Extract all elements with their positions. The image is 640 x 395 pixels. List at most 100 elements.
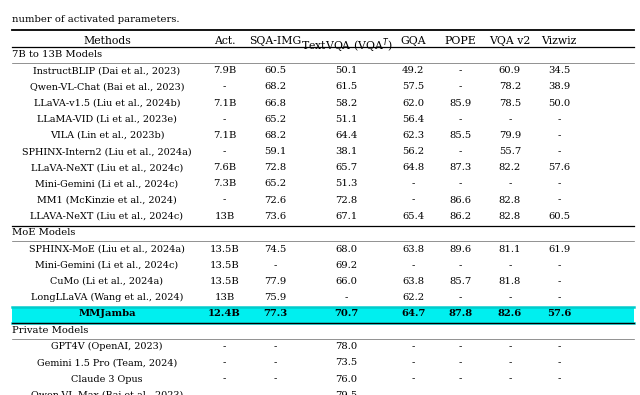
Text: 62.3: 62.3 (402, 131, 424, 140)
Text: -: - (557, 115, 561, 124)
Text: 79.5: 79.5 (335, 391, 358, 395)
Text: 61.9: 61.9 (548, 245, 570, 254)
Text: -: - (223, 374, 226, 384)
Text: -: - (223, 83, 226, 91)
Text: 7.3B: 7.3B (212, 179, 236, 188)
Text: -: - (508, 342, 511, 351)
Text: 87.3: 87.3 (450, 163, 472, 172)
Text: -: - (557, 391, 561, 395)
Text: 87.8: 87.8 (449, 309, 473, 318)
Text: -: - (412, 358, 415, 367)
Text: MoE Models: MoE Models (12, 228, 75, 237)
Text: 81.1: 81.1 (499, 245, 521, 254)
Text: Claude 3 Opus: Claude 3 Opus (71, 374, 143, 384)
Text: 85.5: 85.5 (450, 131, 472, 140)
Text: 68.0: 68.0 (335, 245, 358, 254)
Text: 51.3: 51.3 (335, 179, 358, 188)
Text: -: - (459, 358, 463, 367)
Text: 51.1: 51.1 (335, 115, 358, 124)
Text: Mini-Gemini (Li et al., 2024c): Mini-Gemini (Li et al., 2024c) (35, 179, 179, 188)
Text: -: - (459, 391, 463, 395)
Text: -: - (412, 261, 415, 270)
Text: 82.6: 82.6 (498, 309, 522, 318)
Text: 68.2: 68.2 (264, 83, 286, 91)
Text: -: - (412, 391, 415, 395)
Text: 7B to 13B Models: 7B to 13B Models (12, 50, 102, 58)
Text: 78.0: 78.0 (335, 342, 358, 351)
Text: 68.2: 68.2 (264, 131, 286, 140)
Text: 56.4: 56.4 (402, 115, 424, 124)
Text: 82.8: 82.8 (499, 212, 521, 221)
Text: 62.0: 62.0 (402, 99, 424, 107)
Text: 76.0: 76.0 (335, 374, 358, 384)
Text: 13.5B: 13.5B (209, 277, 239, 286)
Text: 86.6: 86.6 (450, 196, 472, 205)
Text: -: - (273, 342, 277, 351)
Text: -: - (273, 391, 277, 395)
Text: 64.4: 64.4 (335, 131, 358, 140)
Text: -: - (273, 374, 277, 384)
Text: 65.2: 65.2 (264, 179, 286, 188)
Text: 82.8: 82.8 (499, 196, 521, 205)
Text: -: - (557, 277, 561, 286)
Text: Private Models: Private Models (12, 325, 88, 335)
Text: 49.2: 49.2 (402, 66, 424, 75)
Text: LLaMA-VID (Li et al., 2023e): LLaMA-VID (Li et al., 2023e) (37, 115, 177, 124)
Text: -: - (459, 83, 463, 91)
Text: -: - (557, 147, 561, 156)
Text: 72.6: 72.6 (264, 196, 286, 205)
Text: -: - (223, 391, 226, 395)
Text: -: - (459, 293, 463, 302)
Text: -: - (412, 196, 415, 205)
Text: SQA-IMG: SQA-IMG (249, 36, 301, 46)
Text: 73.5: 73.5 (335, 358, 358, 367)
Text: 57.6: 57.6 (547, 309, 572, 318)
Text: Qwen-VL-Max (Bai et al., 2023): Qwen-VL-Max (Bai et al., 2023) (31, 391, 183, 395)
Text: 56.2: 56.2 (402, 147, 424, 156)
Text: Mini-Gemini (Li et al., 2024c): Mini-Gemini (Li et al., 2024c) (35, 261, 179, 270)
Text: Act.: Act. (214, 36, 235, 46)
Text: -: - (412, 374, 415, 384)
Text: -: - (273, 358, 277, 367)
Text: 50.0: 50.0 (548, 99, 570, 107)
Text: 66.8: 66.8 (264, 99, 286, 107)
Text: -: - (557, 179, 561, 188)
Text: 57.5: 57.5 (402, 83, 424, 91)
Text: 63.8: 63.8 (402, 277, 424, 286)
Text: 60.5: 60.5 (548, 212, 570, 221)
Text: 89.6: 89.6 (450, 245, 472, 254)
Text: MM1 (McKinzie et al., 2024): MM1 (McKinzie et al., 2024) (37, 196, 177, 205)
Text: 58.2: 58.2 (335, 99, 358, 107)
Text: Gemini 1.5 Pro (Team, 2024): Gemini 1.5 Pro (Team, 2024) (37, 358, 177, 367)
Text: 85.7: 85.7 (450, 277, 472, 286)
Text: LLaVA-NeXT (Liu et al., 2024c): LLaVA-NeXT (Liu et al., 2024c) (31, 163, 183, 172)
Text: -: - (459, 147, 463, 156)
Text: -: - (557, 374, 561, 384)
Text: 38.1: 38.1 (335, 147, 358, 156)
Text: 65.2: 65.2 (264, 115, 286, 124)
Text: Methods: Methods (83, 36, 131, 46)
Text: -: - (223, 115, 226, 124)
Text: -: - (557, 293, 561, 302)
Text: -: - (459, 115, 463, 124)
Text: LongLLaVA (Wang et al., 2024): LongLLaVA (Wang et al., 2024) (31, 293, 183, 302)
Text: 7.6B: 7.6B (213, 163, 236, 172)
Text: 64.8: 64.8 (402, 163, 424, 172)
Text: MMJamba: MMJamba (78, 309, 136, 318)
Text: -: - (508, 261, 511, 270)
Text: LLaVA-v1.5 (Liu et al., 2024b): LLaVA-v1.5 (Liu et al., 2024b) (34, 99, 180, 107)
Text: -: - (557, 358, 561, 367)
Text: CuMo (Li et al., 2024a): CuMo (Li et al., 2024a) (51, 277, 163, 286)
Text: 61.5: 61.5 (335, 83, 358, 91)
Text: 13B: 13B (214, 293, 234, 302)
Text: -: - (345, 293, 348, 302)
Text: -: - (508, 293, 511, 302)
Text: 66.0: 66.0 (335, 277, 358, 286)
Text: -: - (557, 261, 561, 270)
Text: 13.5B: 13.5B (209, 261, 239, 270)
Text: LLAVA-NeXT (Liu et al., 2024c): LLAVA-NeXT (Liu et al., 2024c) (31, 212, 184, 221)
Text: -: - (223, 342, 226, 351)
Text: number of activated parameters.: number of activated parameters. (12, 15, 179, 24)
Text: 50.1: 50.1 (335, 66, 358, 75)
Text: -: - (557, 131, 561, 140)
